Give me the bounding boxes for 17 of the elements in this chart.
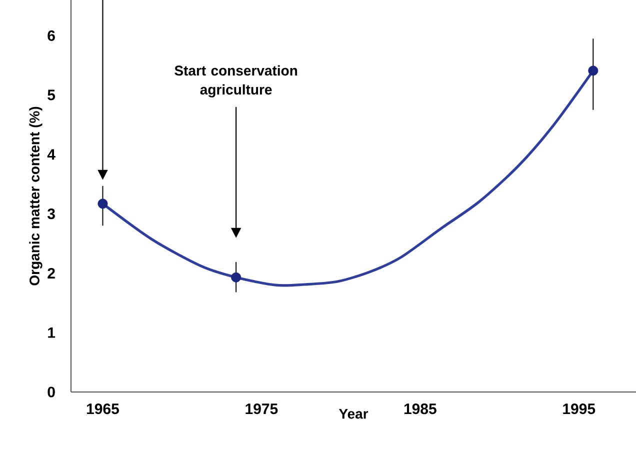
y-tick-label: 0 bbox=[48, 386, 55, 398]
x-tick-label: 1975 bbox=[246, 404, 278, 414]
point bbox=[588, 66, 598, 76]
point bbox=[98, 198, 108, 209]
y-axis-title: Organic matter content (%) bbox=[29, 106, 42, 286]
x-tick-label: 1985 bbox=[404, 404, 436, 414]
y-tick-label: 2 bbox=[48, 268, 55, 278]
x-tick-label: 1995 bbox=[563, 404, 596, 414]
point bbox=[231, 272, 242, 282]
y-tick-label: 4 bbox=[47, 149, 56, 160]
y-tick-label: 1 bbox=[48, 327, 56, 338]
x-tick-label: 1965 bbox=[86, 404, 119, 414]
y-tick-label: 5 bbox=[48, 90, 56, 100]
annotation: Start conservation agriculture bbox=[174, 65, 298, 98]
y-tick-label: 3 bbox=[47, 208, 55, 220]
y-tick-label: 6 bbox=[48, 30, 55, 41]
x-axis-title: Year bbox=[338, 408, 368, 419]
